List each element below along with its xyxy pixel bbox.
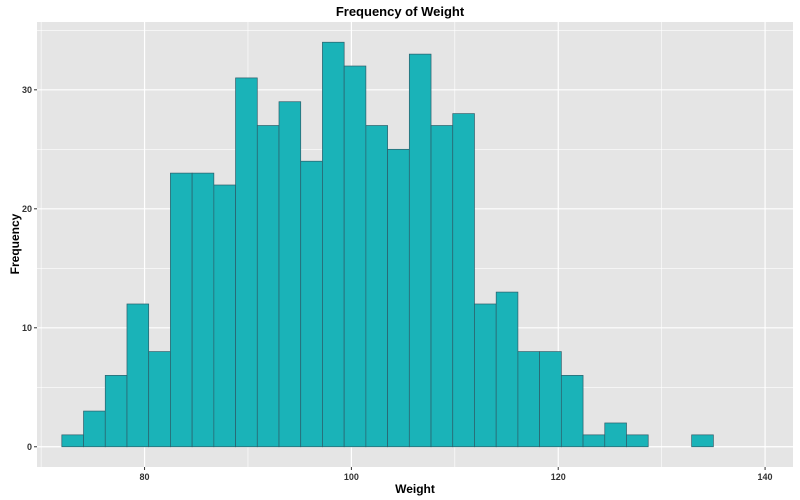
histogram-bar — [104, 375, 128, 448]
histogram-bar — [408, 53, 432, 448]
histogram-bar — [495, 291, 519, 448]
histogram-bar — [322, 41, 345, 448]
histogram-bar — [191, 172, 215, 448]
histogram-bar — [148, 351, 171, 448]
x-tick-label: 80 — [140, 472, 150, 482]
histogram-bar — [626, 434, 649, 448]
histogram-bar — [365, 125, 388, 448]
chart-title: Frequency of Weight — [335, 4, 465, 19]
histogram-bar — [213, 184, 236, 448]
histogram-bar — [517, 351, 540, 448]
histogram-bar — [582, 434, 606, 448]
histogram-bar — [126, 303, 150, 448]
histogram-bar — [300, 160, 323, 448]
histogram-bar — [539, 351, 562, 448]
histogram-bar — [691, 434, 714, 448]
histogram-bar — [235, 77, 258, 448]
histogram-bar — [170, 172, 193, 448]
y-tick-label: 20 — [22, 204, 32, 214]
x-tick-label: 140 — [758, 472, 773, 482]
x-tick-label: 100 — [344, 472, 359, 482]
x-axis-title: Weight — [395, 482, 435, 496]
x-tick-label: 120 — [551, 472, 566, 482]
axis-tick-labels: 80 100 120 140 0 10 20 30 — [22, 85, 773, 482]
histogram-bar — [256, 125, 280, 448]
histogram-bar — [474, 303, 497, 448]
histogram-bars — [61, 41, 714, 448]
histogram-bar — [83, 410, 106, 448]
histogram-bar — [560, 375, 584, 448]
histogram-bar — [452, 113, 475, 448]
histogram-bar — [387, 148, 410, 448]
y-tick-label: 10 — [22, 323, 32, 333]
y-tick-label: 0 — [27, 442, 32, 452]
histogram-bar — [61, 434, 84, 448]
y-axis-title: Frequency — [8, 213, 22, 275]
histogram-bar — [343, 65, 367, 448]
histogram-bar — [278, 101, 302, 448]
y-tick-label: 30 — [22, 85, 32, 95]
histogram-bar — [604, 422, 627, 448]
histogram-bar — [430, 125, 454, 448]
axis-ticks — [34, 89, 766, 470]
